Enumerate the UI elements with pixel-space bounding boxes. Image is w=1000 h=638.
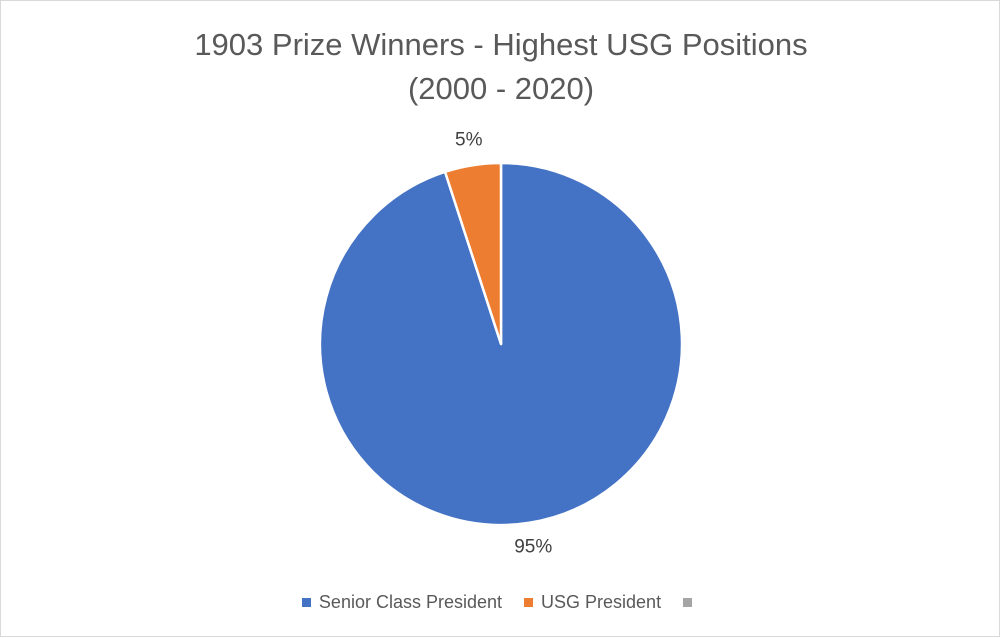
pie-slice-usg-president[interactable] <box>443 161 503 346</box>
legend-swatch-senior-class-president <box>301 597 311 607</box>
data-label-usg-president: 5% <box>455 130 483 151</box>
legend-item-unnamed[interactable] <box>683 597 700 607</box>
pie-slices <box>318 161 684 527</box>
pie-data-labels: 95% 5% <box>455 130 552 558</box>
chart-subtitle: (2000 - 2020) <box>407 71 595 106</box>
legend-swatch-usg-president <box>524 597 534 607</box>
legend-label-senior-class-president: Senior Class President <box>318 592 503 612</box>
chart-title: 1903 Prize Winners - Highest USG Positio… <box>1 23 1000 111</box>
data-label-senior-class-president: 95% <box>514 536 552 557</box>
legend-swatch-unnamed <box>683 597 693 607</box>
legend: Senior Class President USG President <box>1 591 1000 613</box>
legend-item-usg-president[interactable]: USG President <box>524 591 661 613</box>
chart-title-line-1: 1903 Prize Winners - Highest USG Positio… <box>194 27 808 62</box>
legend-label-usg-president: USG President <box>541 592 662 612</box>
legend-item-senior-class-president[interactable]: Senior Class President <box>301 591 503 613</box>
